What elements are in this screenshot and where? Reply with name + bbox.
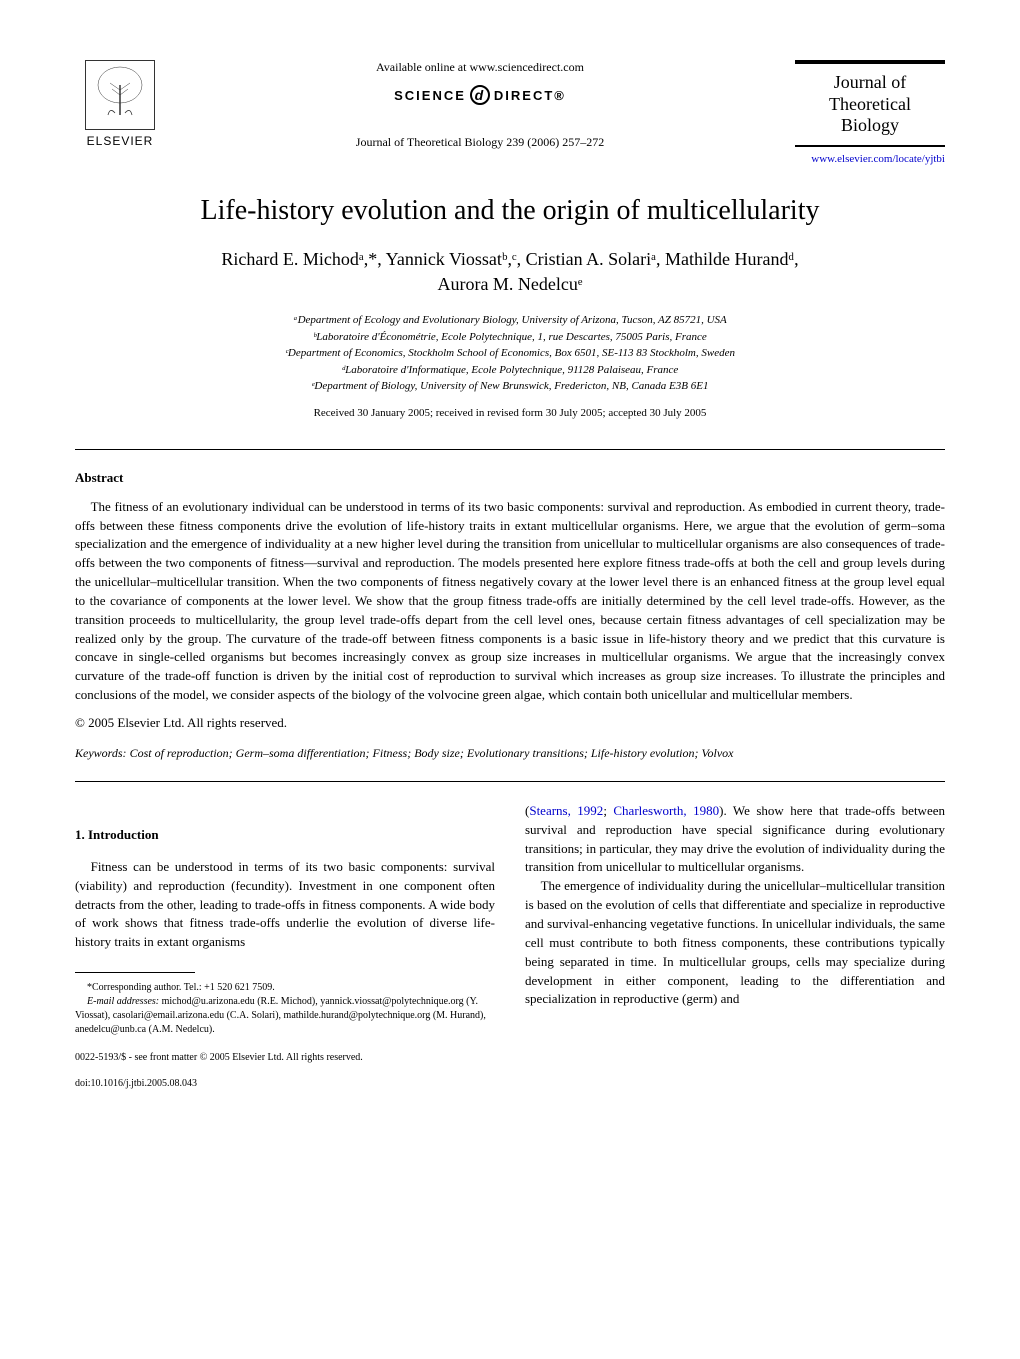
two-column-layout: 1. Introduction Fitness can be understoo… [75,802,945,1089]
header-center: Available online at www.sciencedirect.co… [165,60,795,150]
corresponding-author-footnote: *Corresponding author. Tel.: +1 520 621 … [75,981,495,995]
doi-line: doi:10.1016/j.jtbi.2005.08.043 [75,1078,495,1089]
science-label-left: SCIENCE [394,88,466,103]
affiliations: ᵃDepartment of Ecology and Evolutionary … [75,312,945,395]
authors-line1: Richard E. Michodᵃ,*, Yannick Viossatᵇ,ᶜ… [75,247,945,272]
email-footnote: E-mail addresses: michod@u.arizona.edu (… [75,995,495,1037]
affiliation-c: ᶜDepartment of Economics, Stockholm Scho… [75,345,945,362]
intro-paragraph-1: Fitness can be understood in terms of it… [75,858,495,952]
authors-line2: Aurora M. Nedelcuᵉ [75,272,945,297]
journal-reference: Journal of Theoretical Biology 239 (2006… [185,135,775,150]
affiliation-e: ᵉDepartment of Biology, University of Ne… [75,378,945,395]
journal-title-box: Journal of Theoretical Biology [795,60,945,147]
publisher-name: ELSEVIER [87,134,154,148]
abstract-heading: Abstract [75,470,945,486]
journal-title-line1: Journal of [805,72,935,94]
citation-stearns[interactable]: Stearns, 1992 [529,803,603,818]
keywords-text: Cost of reproduction; Germ–soma differen… [130,746,734,760]
journal-url[interactable]: www.elsevier.com/locate/yjtbi [795,153,945,165]
article-title: Life-history evolution and the origin of… [75,195,945,227]
affiliation-d: ᵈLaboratoire d'Informatique, Ecole Polyt… [75,362,945,379]
abstract-text: The fitness of an evolutionary individua… [75,498,945,705]
received-dates: Received 30 January 2005; received in re… [75,407,945,419]
email-label: E-mail addresses: [87,996,159,1007]
available-online-text: Available online at www.sciencedirect.co… [185,60,775,75]
intro-paragraph-2: The emergence of individuality during th… [525,877,945,1009]
affiliation-b: ᵇLaboratoire d'Économétrie, Ecole Polyte… [75,329,945,346]
copyright-text: © 2005 Elsevier Ltd. All rights reserved… [75,715,945,731]
science-direct-logo: SCIENCE d DIRECT® [185,85,775,105]
authors: Richard E. Michodᵃ,*, Yannick Viossatᵇ,ᶜ… [75,247,945,297]
left-column: 1. Introduction Fitness can be understoo… [75,802,495,1089]
keywords-label: Keywords: [75,746,127,760]
header-row: ELSEVIER Available online at www.science… [75,60,945,165]
footnote-rule [75,972,195,973]
citation-charlesworth[interactable]: Charlesworth, 1980 [613,803,719,818]
front-matter-line: 0022-5193/$ - see front matter © 2005 El… [75,1052,495,1063]
right-column: (Stearns, 1992; Charlesworth, 1980). We … [525,802,945,1089]
sciencedirect-icon: d [470,85,490,105]
p1-text-b: ; [603,803,613,818]
journal-title-line2: Theoretical [805,94,935,116]
journal-box-wrapper: Journal of Theoretical Biology www.elsev… [795,60,945,165]
publisher-logo: ELSEVIER [75,60,165,148]
science-label-right: DIRECT® [494,88,566,103]
elsevier-tree-icon [85,60,155,130]
divider-rule-2 [75,781,945,782]
intro-paragraph-1-cont: (Stearns, 1992; Charlesworth, 1980). We … [525,802,945,877]
divider-rule [75,449,945,450]
journal-title-line3: Biology [805,115,935,137]
keywords-line: Keywords: Cost of reproduction; Germ–som… [75,746,945,761]
affiliation-a: ᵃDepartment of Ecology and Evolutionary … [75,312,945,329]
section-1-heading: 1. Introduction [75,827,495,843]
